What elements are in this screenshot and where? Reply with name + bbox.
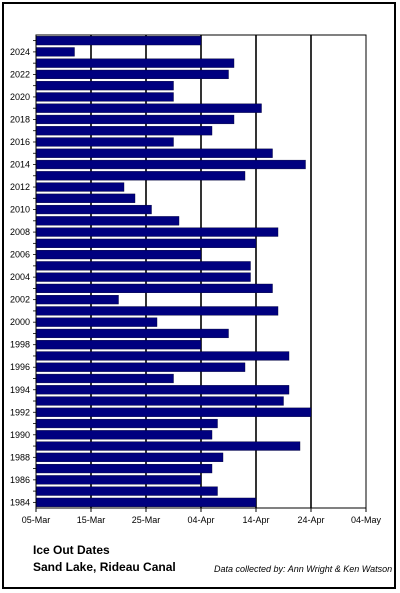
bar-1996 (35, 362, 246, 372)
x-tick-label: 05-Mar (22, 515, 51, 525)
y-tick-label: 1996 (10, 362, 30, 372)
bar-1998 (35, 340, 202, 350)
y-tick-label: 2010 (10, 205, 30, 215)
bar-1991 (35, 418, 218, 429)
bar-1992 (35, 407, 312, 417)
y-tick-label: 2004 (10, 272, 30, 282)
y-tick-label: 1994 (10, 385, 30, 395)
bar-1985 (35, 486, 218, 496)
bar-1988 (35, 452, 224, 462)
bar-2025 (35, 36, 202, 46)
bar-2012 (35, 182, 125, 192)
bar-1984 (35, 497, 257, 507)
bar-2005 (35, 261, 251, 271)
bar-2022 (35, 69, 229, 80)
y-tick-label: 2018 (10, 114, 30, 124)
chart-title-line-1: Ice Out Dates (33, 543, 110, 557)
y-tick-label: 2006 (10, 250, 30, 260)
bar-2008 (35, 227, 279, 237)
bar-1997 (35, 351, 290, 361)
bar-2007 (35, 238, 257, 248)
y-tick-label: 2012 (10, 182, 30, 192)
bar-2011 (35, 193, 136, 203)
x-tick-label: 24-Apr (297, 515, 324, 525)
bar-2018 (35, 114, 235, 125)
y-tick-label: 1992 (10, 407, 30, 417)
y-tick-label: 2000 (10, 317, 30, 327)
y-tick-label: 1990 (10, 430, 30, 440)
bar-1990 (35, 430, 213, 440)
x-tick-label: 14-Apr (242, 515, 269, 525)
y-tick-label: 2022 (10, 69, 30, 79)
x-tick-label: 25-Mar (132, 515, 161, 525)
bar-2006 (35, 250, 202, 260)
y-tick-label: 2014 (10, 160, 30, 170)
bar-1986 (35, 475, 202, 485)
y-tick-label: 2024 (10, 47, 30, 57)
bar-2003 (35, 283, 273, 293)
y-tick-label: 1986 (10, 475, 30, 485)
bar-2020 (35, 92, 174, 102)
y-tick-label: 2002 (10, 295, 30, 305)
bar-2014 (35, 159, 306, 170)
y-tick-label: 2016 (10, 137, 30, 147)
bar-1995 (35, 373, 174, 384)
bar-1989 (35, 441, 301, 451)
bar-2024 (35, 47, 75, 57)
bar-2021 (35, 81, 174, 91)
bar-2019 (35, 103, 262, 113)
bar-2015 (35, 148, 273, 158)
x-tick-label: 04-Apr (187, 515, 214, 525)
bar-2001 (35, 306, 279, 316)
bar-1987 (35, 463, 213, 474)
bar-2023 (35, 58, 235, 68)
y-tick-label: 1988 (10, 452, 30, 462)
bar-2004 (35, 272, 251, 282)
bar-2002 (35, 295, 119, 305)
data-credit: Data collected by: Ann Wright & Ken Wats… (214, 564, 393, 574)
y-tick-label: 2008 (10, 227, 30, 237)
y-tick-label: 2020 (10, 92, 30, 102)
x-tick-label: 15-Mar (77, 515, 106, 525)
bar-2017 (35, 126, 213, 136)
bar-2000 (35, 317, 158, 327)
y-tick-label: 1998 (10, 340, 30, 350)
bar-1999 (35, 328, 229, 339)
bar-2016 (35, 137, 174, 147)
chart-title-line-2: Sand Lake, Rideau Canal (33, 560, 176, 574)
bar-1994 (35, 385, 290, 395)
bar-2010 (35, 204, 152, 215)
bar-2013 (35, 171, 246, 181)
bar-2009 (35, 216, 180, 226)
bar-1993 (35, 396, 284, 406)
y-tick-label: 1984 (10, 497, 30, 507)
x-tick-label: 04-May (351, 515, 382, 525)
